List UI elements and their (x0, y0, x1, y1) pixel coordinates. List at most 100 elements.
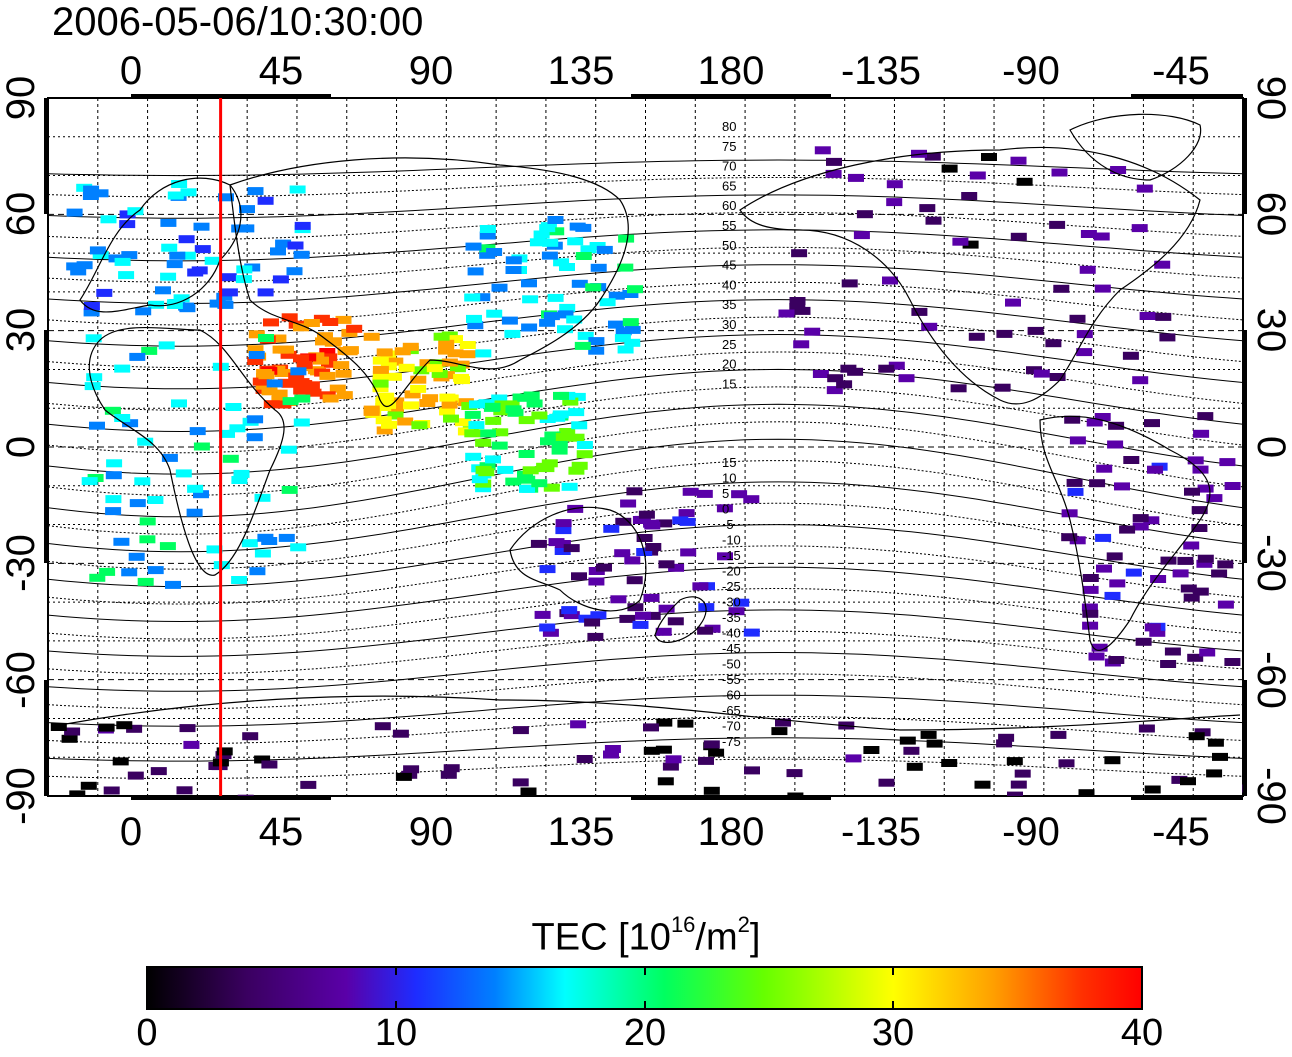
tec-cell (1144, 419, 1160, 428)
tec-cell (290, 367, 307, 376)
tec-cell (569, 392, 586, 401)
tec-cell (216, 747, 233, 756)
tec-cell (1064, 415, 1081, 424)
top-lon-label: 45 (259, 49, 304, 93)
tec-cell (1125, 568, 1142, 577)
tec-cell (1136, 184, 1153, 193)
tec-cell (114, 414, 131, 422)
tec-cell (522, 466, 539, 475)
tec-cell (171, 180, 188, 188)
left-lat-label: 60 (0, 192, 43, 237)
tec-cell (193, 490, 209, 499)
tec-cell (555, 432, 572, 441)
tec-cell (996, 329, 1013, 338)
tec-cell (1069, 436, 1086, 445)
tec-cell (1132, 376, 1149, 385)
tec-cell (638, 510, 655, 519)
tec-cell (551, 439, 568, 448)
contour-line (48, 524, 1243, 588)
tec-cell (590, 263, 607, 272)
contour-label: 10 (722, 471, 736, 486)
tec-cell (80, 781, 97, 790)
tec-cell (826, 386, 843, 395)
tec-cell (246, 433, 263, 442)
tec-cell (83, 185, 100, 194)
tec-cell (878, 778, 895, 787)
tec-cell (962, 240, 979, 249)
tec-cell (277, 378, 294, 387)
tec-cell (438, 339, 455, 348)
tec-cell (645, 543, 662, 551)
tec-cell (317, 332, 333, 341)
tec-cell (1184, 487, 1200, 496)
tec-cell (547, 216, 564, 224)
tec-cell (1160, 556, 1177, 565)
tec-cell (656, 718, 673, 727)
tec-cell (372, 365, 389, 374)
tec-cell (667, 617, 684, 626)
tec-cell (503, 400, 520, 409)
tec-cell (1192, 465, 1209, 474)
tec-cell (561, 606, 578, 615)
tec-cell (547, 293, 564, 302)
tec-cell (529, 238, 546, 247)
tec-cell (293, 323, 309, 332)
contour-label: 25 (722, 337, 736, 352)
tec-cell (116, 721, 133, 730)
tec-cell (1138, 724, 1155, 733)
tec-cell (566, 315, 583, 324)
tec-cell (271, 395, 288, 404)
tec-cell (863, 746, 880, 754)
tec-cell (1069, 314, 1086, 323)
tec-cell (574, 341, 591, 350)
frame-ticks (44, 94, 1247, 800)
tec-cell (86, 373, 103, 382)
top-lon-label: 90 (409, 49, 454, 93)
tec-cell (1159, 333, 1176, 342)
tec-cell (262, 795, 278, 796)
tec-cell (886, 198, 903, 207)
tec-cell (588, 337, 605, 346)
tec-cell (1147, 465, 1163, 474)
contour-line (48, 194, 1243, 219)
tec-cell (1188, 732, 1205, 741)
tec-cell (504, 329, 521, 338)
tec-cell (520, 787, 537, 796)
bottom-lon-label: 0 (120, 810, 142, 854)
tec-cell (571, 279, 588, 288)
tec-cell (731, 490, 748, 499)
tec-cell (517, 470, 533, 479)
tec-cell (1211, 569, 1228, 578)
contour-label: -20 (722, 564, 741, 579)
tec-cell (1180, 777, 1196, 786)
tec-cell (1095, 533, 1112, 542)
tec-cell (159, 542, 176, 551)
tec-cell (677, 719, 694, 728)
tec-cell (204, 256, 221, 265)
tec-cell (465, 452, 482, 461)
contour-label: 35 (722, 297, 736, 312)
contour-line (48, 211, 1243, 240)
tec-cell (1094, 413, 1111, 421)
tec-cell (541, 251, 558, 260)
tec-cell (89, 421, 105, 430)
tec-cell (672, 516, 689, 525)
contour-label: -5 (722, 517, 734, 532)
tec-cell (479, 231, 496, 240)
tec-cell (1016, 177, 1033, 186)
tec-cell (1061, 533, 1078, 542)
contour-label: -60 (722, 688, 741, 703)
tec-cell (363, 405, 380, 414)
tec-cell (744, 766, 760, 775)
tec-cell (280, 445, 297, 454)
tec-cell (439, 393, 456, 402)
tec-cell (624, 556, 641, 565)
tec-cell (703, 786, 720, 795)
tec-cell (1106, 552, 1123, 561)
tec-cell (329, 384, 346, 393)
tec-cell (114, 364, 131, 373)
contour-label: 5 (722, 486, 729, 501)
tec-cell (254, 755, 271, 764)
tec-cell (275, 239, 292, 248)
